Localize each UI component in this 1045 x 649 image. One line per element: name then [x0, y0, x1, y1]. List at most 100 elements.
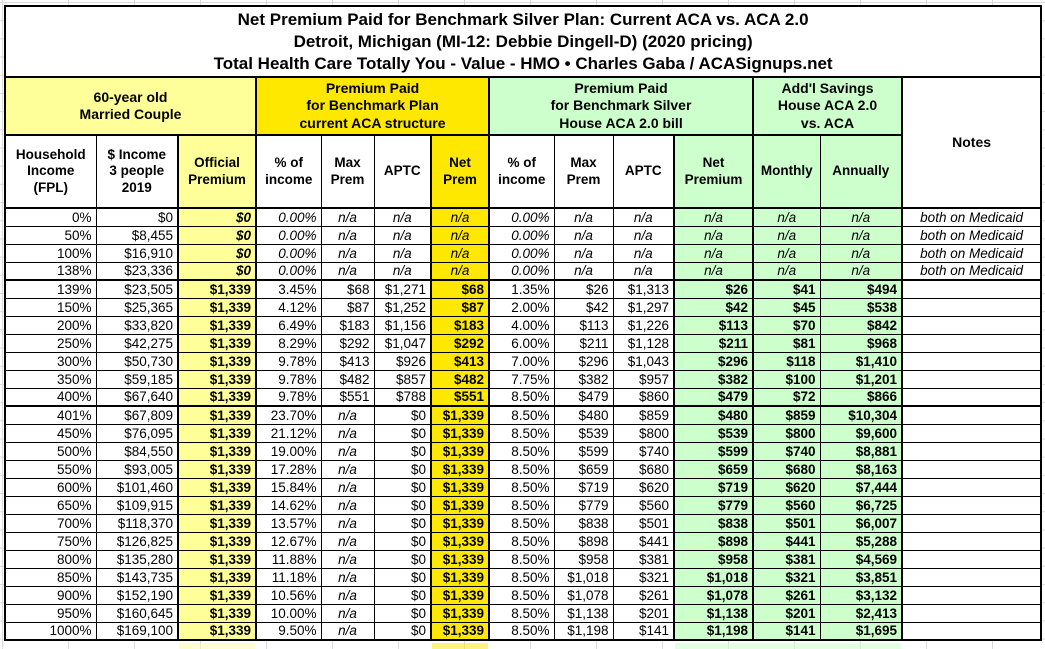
table-cell[interactable]: $719 [673, 477, 754, 497]
table-cell[interactable]: n/a [612, 261, 675, 281]
table-cell[interactable]: $1,339 [177, 333, 257, 353]
table-cell[interactable]: $4,569 [819, 549, 903, 569]
table-cell[interactable]: 11.18% [255, 567, 322, 587]
table-cell[interactable]: $1,339 [430, 549, 490, 569]
table-cell[interactable]: $143,735 [95, 567, 179, 587]
table-cell[interactable]: 750% [4, 531, 97, 551]
table-cell[interactable]: $45 [752, 297, 821, 317]
table-cell[interactable]: n/a [320, 225, 375, 245]
table-cell[interactable]: $296 [673, 351, 754, 371]
table-title-cell[interactable]: Net Premium Paid for Benchmark Silver Pl… [4, 5, 1042, 78]
table-cell[interactable]: 401% [4, 405, 97, 425]
table-cell[interactable]: $109,915 [95, 495, 179, 515]
table-cell[interactable] [901, 459, 1042, 479]
table-cell[interactable]: $1,339 [177, 549, 257, 569]
table-cell[interactable]: 8.50% [488, 441, 555, 461]
table-cell[interactable]: 9.50% [255, 621, 322, 641]
table-cell[interactable]: 8.50% [488, 513, 555, 533]
table-cell[interactable]: $480 [553, 405, 614, 425]
table-cell[interactable]: $1,198 [673, 621, 754, 641]
table-cell[interactable]: $779 [673, 495, 754, 515]
table-cell[interactable]: $87 [430, 297, 490, 317]
table-cell[interactable]: $1,018 [553, 567, 614, 587]
table-cell[interactable]: $1,339 [177, 423, 257, 443]
table-cell[interactable]: n/a [553, 225, 614, 245]
column-header-income[interactable]: $ Income 3 people 2019 [95, 134, 179, 209]
table-cell[interactable]: 10.56% [255, 585, 322, 605]
table-cell[interactable]: $1,339 [177, 315, 257, 335]
table-cell[interactable]: 950% [4, 603, 97, 623]
table-cell[interactable]: $0 [373, 549, 432, 569]
table-cell[interactable]: n/a [320, 261, 375, 281]
table-cell[interactable]: 400% [4, 387, 97, 407]
table-cell[interactable]: 0.00% [488, 225, 555, 245]
table-cell[interactable]: $16,910 [95, 243, 179, 263]
table-cell[interactable]: $1,339 [430, 621, 490, 641]
table-cell[interactable]: $968 [819, 333, 903, 353]
table-cell[interactable]: both on Medicaid [901, 207, 1042, 227]
table-cell[interactable]: 11.88% [255, 549, 322, 569]
table-cell[interactable]: $382 [553, 369, 614, 389]
table-cell[interactable]: n/a [673, 225, 754, 245]
table-cell[interactable]: $1,339 [430, 603, 490, 623]
table-cell[interactable]: $183 [430, 315, 490, 335]
table-cell[interactable]: $1,297 [612, 297, 675, 317]
table-cell[interactable]: $1,201 [819, 369, 903, 389]
column-header-annual-savings[interactable]: Annually [819, 134, 903, 209]
table-cell[interactable]: n/a [673, 207, 754, 227]
table-cell[interactable]: 1.35% [488, 279, 555, 299]
table-cell[interactable]: $261 [752, 585, 821, 605]
table-cell[interactable]: 0% [4, 207, 97, 227]
table-cell[interactable]: $1,339 [430, 495, 490, 515]
table-cell[interactable]: $0 [373, 423, 432, 443]
column-header-notes[interactable]: Notes [900, 76, 1042, 209]
table-cell[interactable]: $42 [553, 297, 614, 317]
table-cell[interactable]: 15.84% [255, 477, 322, 497]
table-cell[interactable]: $857 [373, 369, 432, 389]
table-cell[interactable]: 300% [4, 351, 97, 371]
table-cell[interactable]: n/a [373, 207, 432, 227]
table-cell[interactable]: $3,132 [819, 585, 903, 605]
table-cell[interactable]: $8,455 [95, 225, 179, 245]
table-cell[interactable]: $2,413 [819, 603, 903, 623]
table-cell[interactable]: 0.00% [255, 261, 322, 281]
table-cell[interactable] [901, 585, 1042, 605]
table-cell[interactable] [901, 351, 1042, 371]
column-header-monthly-savings[interactable]: Monthly [752, 134, 821, 209]
table-cell[interactable] [901, 567, 1042, 587]
table-cell[interactable]: 9.78% [255, 387, 322, 407]
table-cell[interactable]: 800% [4, 549, 97, 569]
table-cell[interactable]: $8,881 [819, 441, 903, 461]
table-cell[interactable]: $0 [373, 477, 432, 497]
table-cell[interactable]: $93,005 [95, 459, 179, 479]
table-cell[interactable]: n/a [430, 243, 490, 263]
table-cell[interactable]: 8.50% [488, 405, 555, 425]
table-cell[interactable]: n/a [320, 243, 375, 263]
table-cell[interactable]: $1,078 [673, 585, 754, 605]
group-header-aca-2-0[interactable]: Premium Paid for Benchmark Silver House … [488, 76, 754, 136]
table-cell[interactable]: n/a [553, 261, 614, 281]
table-cell[interactable]: 650% [4, 495, 97, 515]
table-cell[interactable]: n/a [373, 261, 432, 281]
table-cell[interactable]: $42,275 [95, 333, 179, 353]
table-cell[interactable]: 4.00% [488, 315, 555, 335]
table-cell[interactable]: n/a [612, 207, 675, 227]
table-cell[interactable]: $1,339 [430, 585, 490, 605]
table-cell[interactable]: $84,550 [95, 441, 179, 461]
table-cell[interactable]: 3.45% [255, 279, 322, 299]
table-cell[interactable]: both on Medicaid [901, 225, 1042, 245]
table-cell[interactable]: $1,043 [612, 351, 675, 371]
table-cell[interactable]: 450% [4, 423, 97, 443]
table-cell[interactable]: 200% [4, 315, 97, 335]
table-cell[interactable]: $501 [752, 513, 821, 533]
table-cell[interactable] [901, 441, 1042, 461]
table-cell[interactable]: $1,339 [177, 279, 257, 299]
table-cell[interactable]: $26 [553, 279, 614, 299]
table-cell[interactable]: $23,505 [95, 279, 179, 299]
table-cell[interactable]: $1,339 [177, 297, 257, 317]
table-cell[interactable]: $1,339 [177, 441, 257, 461]
table-cell[interactable]: 0.00% [255, 207, 322, 227]
column-header-pct-income-aca[interactable]: % of income [255, 134, 322, 209]
table-cell[interactable]: both on Medicaid [901, 261, 1042, 281]
table-cell[interactable]: $1,339 [177, 621, 257, 641]
